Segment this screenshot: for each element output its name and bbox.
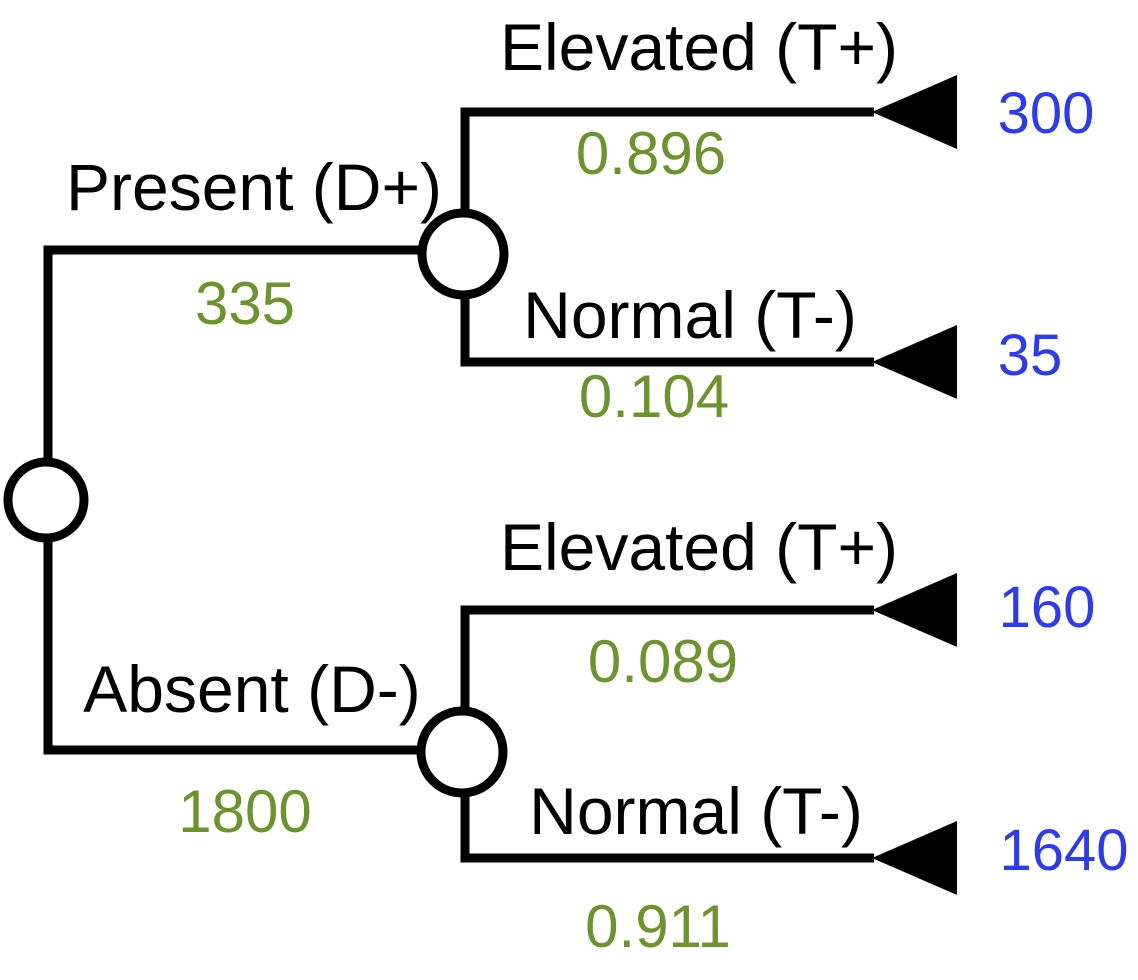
chance-node-absent-icon xyxy=(416,706,508,798)
terminal-value-elevated-dplus: 300 xyxy=(997,81,1095,146)
terminal-triangle-normal-dplus-icon xyxy=(872,325,957,399)
terminal-triangle-elevated-dplus-icon xyxy=(872,75,957,149)
terminal-value-normal-dplus: 35 xyxy=(997,323,1063,388)
branch-label-elevated-dplus: Elevated (T+) xyxy=(500,10,898,84)
quantity-absent: 1800 xyxy=(178,778,312,845)
branch-label-present: Present (D+) xyxy=(66,150,442,224)
branch-label-absent: Absent (D-) xyxy=(83,652,421,726)
branch-label-normal-dplus: Normal (T-) xyxy=(523,278,857,352)
probability-normal-dminus: 0.911 xyxy=(585,893,731,960)
branch-label-normal-dminus: Normal (T-) xyxy=(529,774,863,848)
terminal-triangle-elevated-dminus-icon xyxy=(872,573,957,647)
terminal-value-normal-dminus: 1640 xyxy=(999,818,1129,883)
probability-elevated-dminus: 0.089 xyxy=(587,628,739,695)
root-chance-node-icon xyxy=(3,457,89,543)
quantity-present: 335 xyxy=(194,270,296,337)
probability-normal-dplus: 0.104 xyxy=(578,363,730,430)
terminal-value-elevated-dminus: 160 xyxy=(998,575,1096,640)
probability-elevated-dplus: 0.896 xyxy=(575,120,727,187)
terminal-triangle-normal-dminus-icon xyxy=(872,821,957,895)
chance-node-present-icon xyxy=(417,208,509,300)
branch-label-elevated-dminus: Elevated (T+) xyxy=(500,510,898,584)
